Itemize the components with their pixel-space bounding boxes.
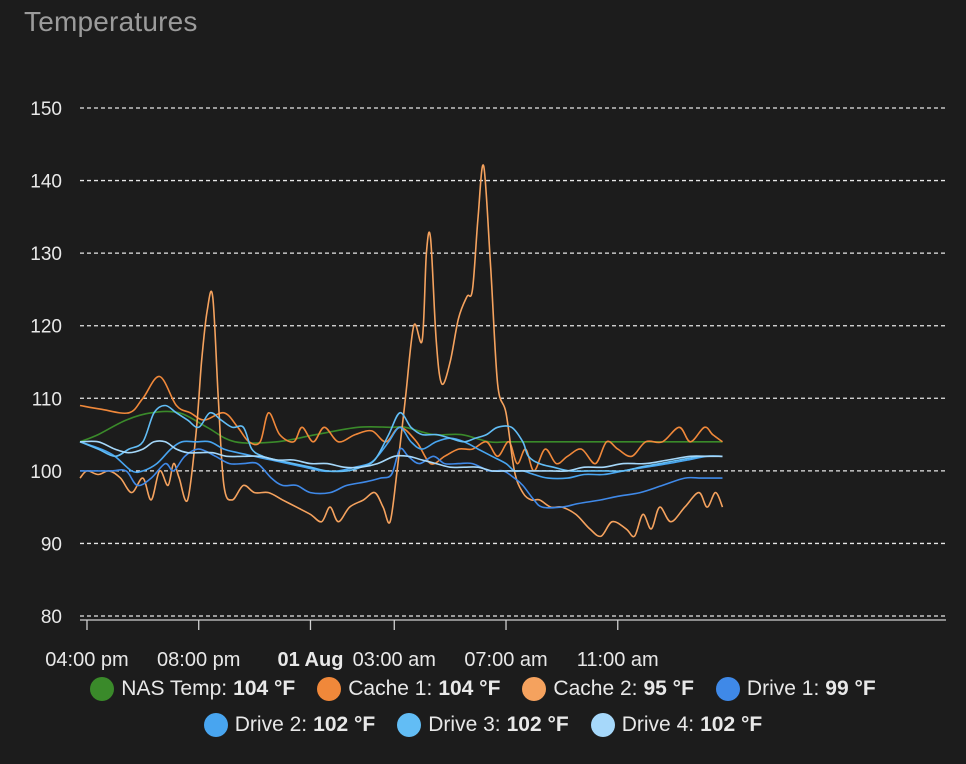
x-tick-label: 01 Aug — [277, 649, 343, 671]
y-tick-label: 120 — [30, 317, 62, 338]
legend-separator: : — [813, 677, 820, 700]
chart-grid — [80, 107, 946, 617]
legend-series-name: NAS Temp — [121, 677, 222, 700]
y-tick-label: 150 — [30, 99, 62, 120]
card-title: Temperatures — [24, 6, 198, 37]
y-tick-label: 130 — [30, 244, 62, 265]
chart-series — [79, 164, 724, 538]
series-line-drive-3[interactable] — [79, 404, 723, 473]
legend-separator: : — [494, 713, 501, 736]
legend-color-dot — [90, 677, 115, 701]
x-tick-label: 08:00 pm — [157, 649, 240, 671]
legend-color-dot — [590, 713, 615, 737]
legend-color-dot — [317, 677, 342, 701]
series-line-drive-2[interactable] — [79, 426, 723, 480]
legend-current-value: 104 °F — [233, 677, 296, 700]
chart-legend: NAS Temp:104 °F Cache 1:104 °F Cache 2:95 … — [0, 677, 966, 737]
x-axis: 04:00 pm 08:00 pm 01 Aug 03:00 am 07:00 am 11… — [45, 619, 946, 671]
legend-row: Drive 2:102 °F Drive 3:102 °F Drive 4:102 … — [0, 713, 966, 737]
legend-separator: : — [688, 713, 695, 736]
series-line-drive-4[interactable] — [79, 440, 723, 472]
legend-series-name: Drive 1 — [746, 677, 814, 700]
legend-current-value: 102 °F — [506, 713, 569, 736]
series-line-cache-2[interactable] — [79, 164, 724, 538]
legend-color-dot — [715, 677, 740, 701]
legend-item-drive-4[interactable]: Drive 4:102 °F — [590, 713, 763, 737]
legend-item-drive-3[interactable]: Drive 3:102 °F — [397, 713, 569, 737]
legend-separator: : — [631, 677, 638, 700]
legend-item-cache-1[interactable]: Cache 1:104 °F — [317, 677, 500, 701]
legend-series-name: Cache 1 — [348, 677, 427, 700]
legend-item-cache-2[interactable]: Cache 2:95 °F — [522, 677, 694, 701]
series-line-nas-temp[interactable] — [79, 410, 723, 444]
y-axis: 80 90 100 110 120 130 140 150 — [30, 99, 62, 628]
series-line-drive-1[interactable] — [80, 447, 723, 509]
legend-current-value: 102 °F — [700, 713, 763, 736]
legend-separator: : — [426, 677, 433, 700]
legend-separator: : — [301, 713, 308, 736]
series-line-cache-1[interactable] — [79, 375, 723, 472]
legend-current-value: 99 °F — [825, 677, 876, 700]
y-tick-label: 140 — [30, 172, 62, 193]
x-tick-label: 07:00 am — [464, 649, 547, 671]
legend-color-dot — [522, 677, 547, 701]
legend-separator: : — [221, 677, 228, 700]
legend-color-dot — [397, 713, 422, 737]
legend-color-dot — [203, 713, 228, 737]
legend-item-drive-2[interactable]: Drive 2:102 °F — [203, 713, 376, 737]
legend-item-nas-temp[interactable]: NAS Temp:104 °F — [90, 677, 295, 701]
x-tick-label: 11:00 am — [577, 649, 659, 671]
y-tick-label: 100 — [30, 462, 62, 483]
legend-series-name: Drive 3 — [428, 713, 495, 736]
legend-series-name: Cache 2 — [553, 677, 632, 700]
y-tick-label: 110 — [32, 389, 62, 410]
legend-current-value: 104 °F — [438, 677, 501, 700]
x-tick-label: 04:00 pm — [45, 649, 128, 671]
legend-item-drive-1[interactable]: Drive 1:99 °F — [715, 677, 876, 701]
legend-series-name: Drive 2 — [234, 713, 302, 736]
legend-series-name: Drive 4 — [621, 713, 689, 736]
legend-current-value: 102 °F — [313, 713, 376, 736]
y-tick-label: 80 — [41, 607, 62, 628]
x-tick-label: 03:00 am — [353, 649, 436, 671]
legend-row: NAS Temp:104 °F Cache 1:104 °F Cache 2:95 … — [0, 677, 966, 701]
legend-current-value: 95 °F — [643, 677, 694, 700]
y-tick-label: 90 — [41, 534, 62, 555]
